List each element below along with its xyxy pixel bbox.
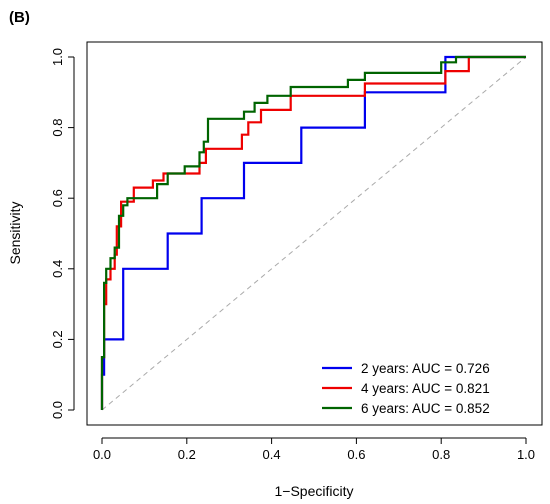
roc-series-line-3 <box>100 55 526 410</box>
panel-label: (B) <box>9 9 30 26</box>
y-tick-label: 0.0 <box>50 401 65 419</box>
y-tick-label: 1.0 <box>50 48 65 66</box>
legend: 2 years: AUC = 0.726 4 years: AUC = 0.821… <box>322 361 490 416</box>
x-axis-title: 1−Specificity <box>275 483 354 499</box>
x-tick-label: 1.0 <box>517 447 535 462</box>
x-tick-label: 0.4 <box>263 447 281 462</box>
reference-diagonal-line <box>101 56 527 411</box>
y-tick-label: 0.8 <box>50 119 65 137</box>
series-layer <box>100 55 526 410</box>
y-axis: 0.0 0.2 0.4 0.6 0.8 1.0 <box>50 48 75 419</box>
legend-entry-label: 6 years: AUC = 0.852 <box>361 401 490 416</box>
roc-series-line-1 <box>100 55 526 410</box>
x-tick-label: 0.2 <box>178 447 196 462</box>
x-tick-label: 0.8 <box>432 447 450 462</box>
x-tick-label: 0.0 <box>93 447 111 462</box>
legend-entry-label: 2 years: AUC = 0.726 <box>361 361 490 376</box>
y-tick-label: 0.6 <box>50 189 65 207</box>
legend-entry-label: 4 years: AUC = 0.821 <box>361 381 490 396</box>
y-axis-title: Sensitivity <box>7 201 23 264</box>
x-tick-label: 0.6 <box>347 447 365 462</box>
x-axis: 0.0 0.2 0.4 0.6 0.8 1.0 <box>93 437 535 462</box>
y-tick-label: 0.4 <box>50 260 65 278</box>
plot-frame <box>86 41 543 426</box>
y-tick-label: 0.2 <box>50 330 65 348</box>
